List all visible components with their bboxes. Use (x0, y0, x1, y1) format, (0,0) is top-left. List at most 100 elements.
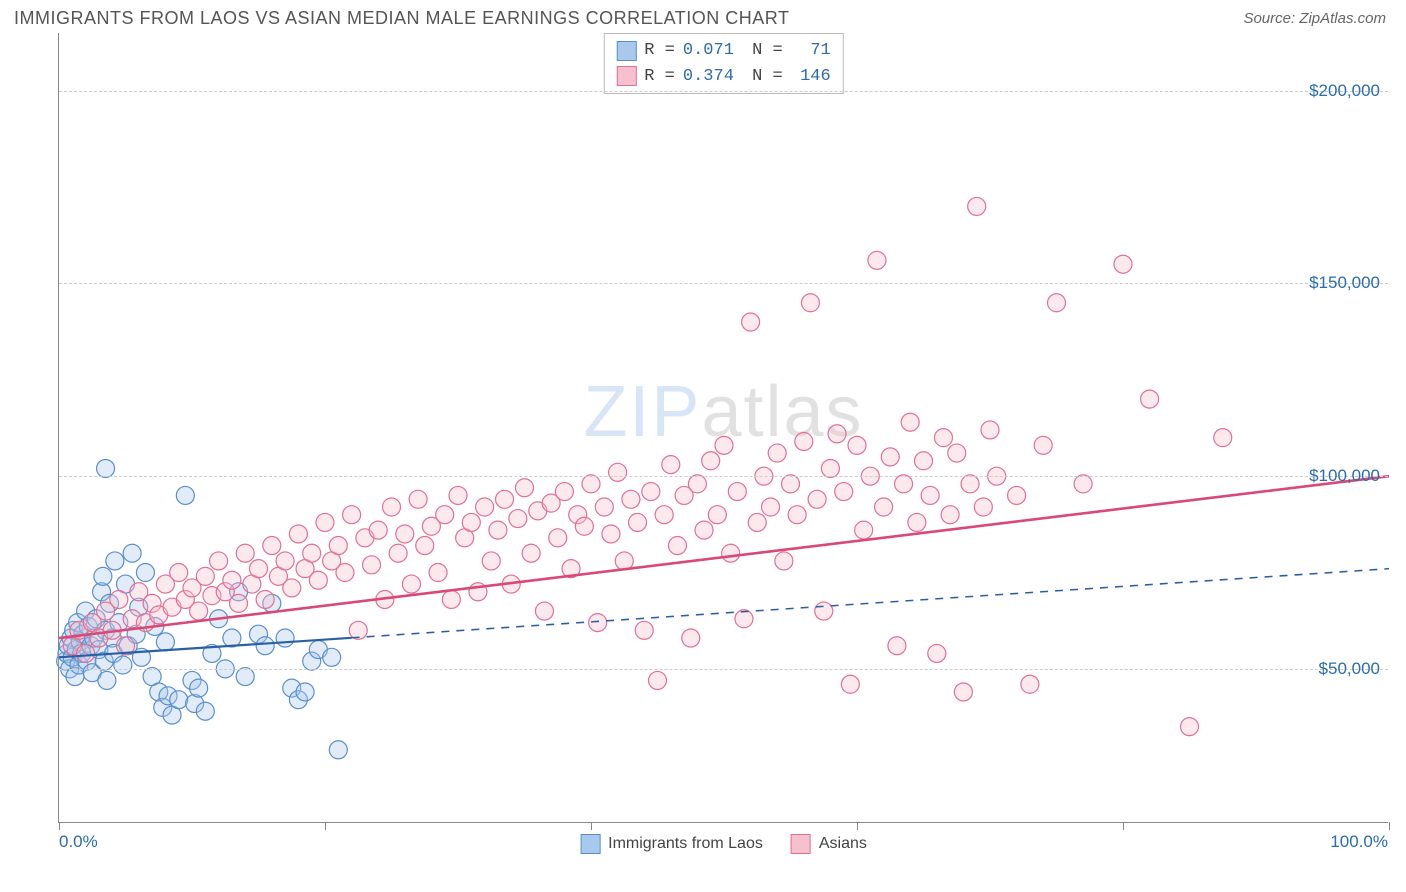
stats-n-label: N = (742, 38, 783, 64)
data-point (210, 552, 228, 570)
data-point (801, 294, 819, 312)
legend-label: Asians (819, 835, 867, 853)
data-point (329, 741, 347, 759)
data-point (549, 529, 567, 547)
data-point (236, 544, 254, 562)
legend-swatch-icon (791, 834, 811, 854)
data-point (250, 560, 268, 578)
data-point (123, 544, 141, 562)
stats-r-value: 0.374 (683, 64, 734, 90)
data-point (110, 590, 128, 608)
data-point (369, 521, 387, 539)
data-point (622, 490, 640, 508)
stats-n-value: 71 (791, 38, 831, 64)
data-point (196, 702, 214, 720)
data-point (156, 633, 174, 651)
data-point (702, 452, 720, 470)
data-point (1074, 475, 1092, 493)
data-point (968, 197, 986, 215)
data-point (1048, 294, 1066, 312)
data-point (429, 564, 447, 582)
data-point (555, 483, 573, 501)
data-point (609, 463, 627, 481)
data-point (176, 486, 194, 504)
data-point (236, 668, 254, 686)
data-point (828, 425, 846, 443)
y-tick-label: $50,000 (1319, 659, 1380, 679)
data-point (695, 521, 713, 539)
chart-header: IMMIGRANTS FROM LAOS VS ASIAN MEDIAN MAL… (0, 0, 1406, 33)
data-point (343, 506, 361, 524)
data-point (788, 506, 806, 524)
chart-title: IMMIGRANTS FROM LAOS VS ASIAN MEDIAN MAL… (14, 8, 789, 29)
x-tick (591, 822, 592, 830)
data-point (256, 590, 274, 608)
y-tick-label: $100,000 (1309, 466, 1380, 486)
stats-row: R =0.374 N =146 (616, 64, 830, 90)
gridline (59, 476, 1388, 477)
data-point (190, 602, 208, 620)
data-point (449, 486, 467, 504)
data-point (276, 629, 294, 647)
data-point (94, 567, 112, 585)
data-point (416, 537, 434, 555)
legend-swatch-icon (580, 834, 600, 854)
data-point (496, 490, 514, 508)
data-point (895, 475, 913, 493)
data-point (688, 475, 706, 493)
data-point (509, 510, 527, 528)
data-point (170, 564, 188, 582)
data-point (782, 475, 800, 493)
data-point (476, 498, 494, 516)
stats-row: R =0.071 N =71 (616, 38, 830, 64)
data-point (196, 567, 214, 585)
data-point (296, 683, 314, 701)
data-point (974, 498, 992, 516)
x-tick-label: 0.0% (59, 832, 98, 852)
data-point (682, 629, 700, 647)
x-tick-label: 100.0% (1330, 832, 1388, 852)
data-point (875, 498, 893, 516)
gridline (59, 283, 1388, 284)
data-point (642, 483, 660, 501)
data-point (742, 313, 760, 331)
data-point (735, 610, 753, 628)
x-tick (1389, 822, 1390, 830)
data-point (114, 656, 132, 674)
data-point (98, 671, 116, 689)
data-point (589, 614, 607, 632)
data-point (868, 251, 886, 269)
data-point (1214, 429, 1232, 447)
data-point (535, 602, 553, 620)
data-point (928, 644, 946, 662)
data-point (223, 571, 241, 589)
data-point (1181, 718, 1199, 736)
stats-n-label: N = (742, 64, 783, 90)
data-point (708, 506, 726, 524)
data-point (389, 544, 407, 562)
data-point (981, 421, 999, 439)
data-point (283, 579, 301, 597)
data-point (190, 679, 208, 697)
legend-item: Asians (791, 834, 867, 854)
legend-label: Immigrants from Laos (608, 835, 763, 853)
data-point (635, 621, 653, 639)
data-point (106, 552, 124, 570)
trend-line (59, 476, 1389, 638)
stats-r-label: R = (644, 64, 675, 90)
data-point (303, 544, 321, 562)
data-point (961, 475, 979, 493)
y-tick-label: $150,000 (1309, 273, 1380, 293)
data-point (908, 513, 926, 531)
data-point (1141, 390, 1159, 408)
data-point (728, 483, 746, 501)
data-point (1034, 436, 1052, 454)
gridline (59, 91, 1388, 92)
data-point (934, 429, 952, 447)
data-point (402, 575, 420, 593)
data-point (482, 552, 500, 570)
data-point (888, 637, 906, 655)
data-point (309, 571, 327, 589)
x-tick (1123, 822, 1124, 830)
y-tick-label: $200,000 (1309, 81, 1380, 101)
